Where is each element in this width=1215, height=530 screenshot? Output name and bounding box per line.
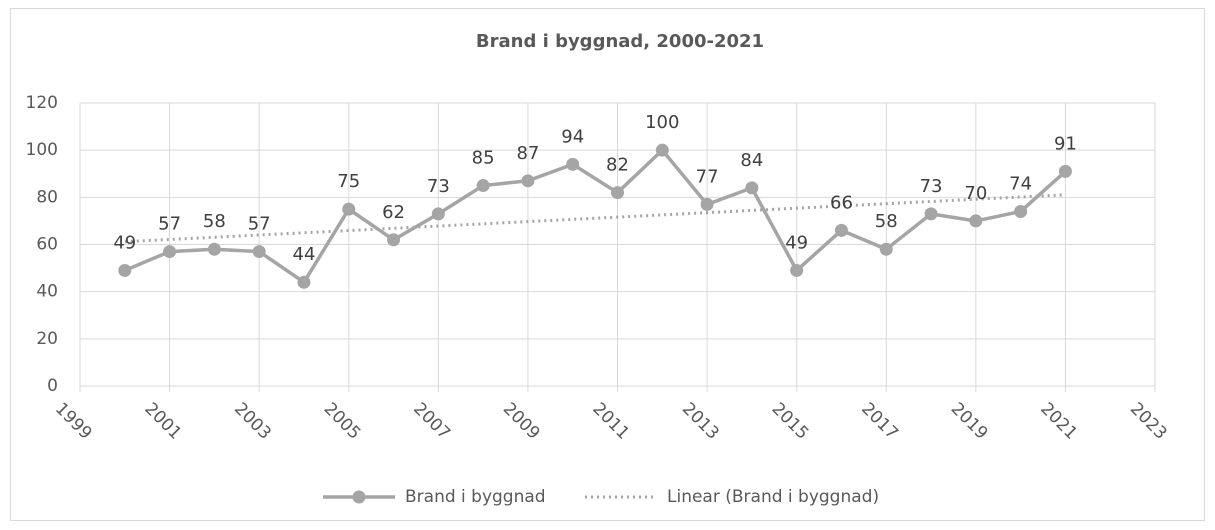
point xyxy=(566,157,580,171)
data-label: 77 xyxy=(696,166,719,187)
data-label: 94 xyxy=(561,126,584,147)
y-tick-label: 120 xyxy=(26,93,58,113)
point xyxy=(969,214,983,228)
data-label: 73 xyxy=(427,176,450,197)
data-label: 58 xyxy=(203,211,226,232)
y-tick-label: 80 xyxy=(36,187,58,207)
point xyxy=(790,263,804,277)
data-label: 70 xyxy=(964,183,987,204)
data-label: 57 xyxy=(248,214,271,235)
point xyxy=(163,245,177,259)
legend-label: Linear (Brand i byggnad) xyxy=(667,487,879,507)
chart-title: Brand i byggnad, 2000-2021 xyxy=(476,31,764,52)
point xyxy=(118,263,132,277)
data-label: 91 xyxy=(1054,133,1077,154)
point xyxy=(834,223,848,237)
data-label: 82 xyxy=(606,155,629,176)
y-tick-label: 60 xyxy=(36,235,58,255)
legend-swatch xyxy=(352,490,366,504)
data-label: 74 xyxy=(1009,173,1032,194)
series-line xyxy=(124,147,1067,285)
y-tick-label: 100 xyxy=(26,140,58,160)
data-label: 85 xyxy=(472,148,495,169)
point xyxy=(1014,204,1028,218)
chart-border xyxy=(10,8,1205,521)
point xyxy=(297,275,311,289)
point xyxy=(655,143,669,157)
point xyxy=(207,242,221,256)
data-label: 84 xyxy=(740,150,763,171)
data-label: 62 xyxy=(382,202,405,223)
data-label: 87 xyxy=(516,143,539,164)
y-tick-label: 0 xyxy=(47,376,58,396)
data-label: 66 xyxy=(830,192,853,213)
y-tick-label: 20 xyxy=(36,329,58,349)
point xyxy=(1058,164,1072,178)
data-label: 49 xyxy=(785,232,808,253)
trendline xyxy=(124,193,1066,244)
data-label: 73 xyxy=(920,176,943,197)
point xyxy=(521,174,535,188)
point xyxy=(252,245,266,259)
data-label: 44 xyxy=(293,244,316,265)
point xyxy=(924,207,938,221)
point xyxy=(700,197,714,211)
data-label: 100 xyxy=(645,112,679,133)
point xyxy=(879,242,893,256)
point xyxy=(476,179,490,193)
data-label: 75 xyxy=(337,171,360,192)
data-label: 57 xyxy=(158,214,181,235)
legend-label: Brand i byggnad xyxy=(405,487,546,507)
y-tick-label: 40 xyxy=(36,282,58,302)
point xyxy=(611,186,624,200)
point xyxy=(342,202,356,216)
point xyxy=(745,181,759,195)
data-label: 49 xyxy=(113,232,136,253)
point xyxy=(387,233,401,247)
data-label: 58 xyxy=(875,211,898,232)
point xyxy=(431,207,445,221)
